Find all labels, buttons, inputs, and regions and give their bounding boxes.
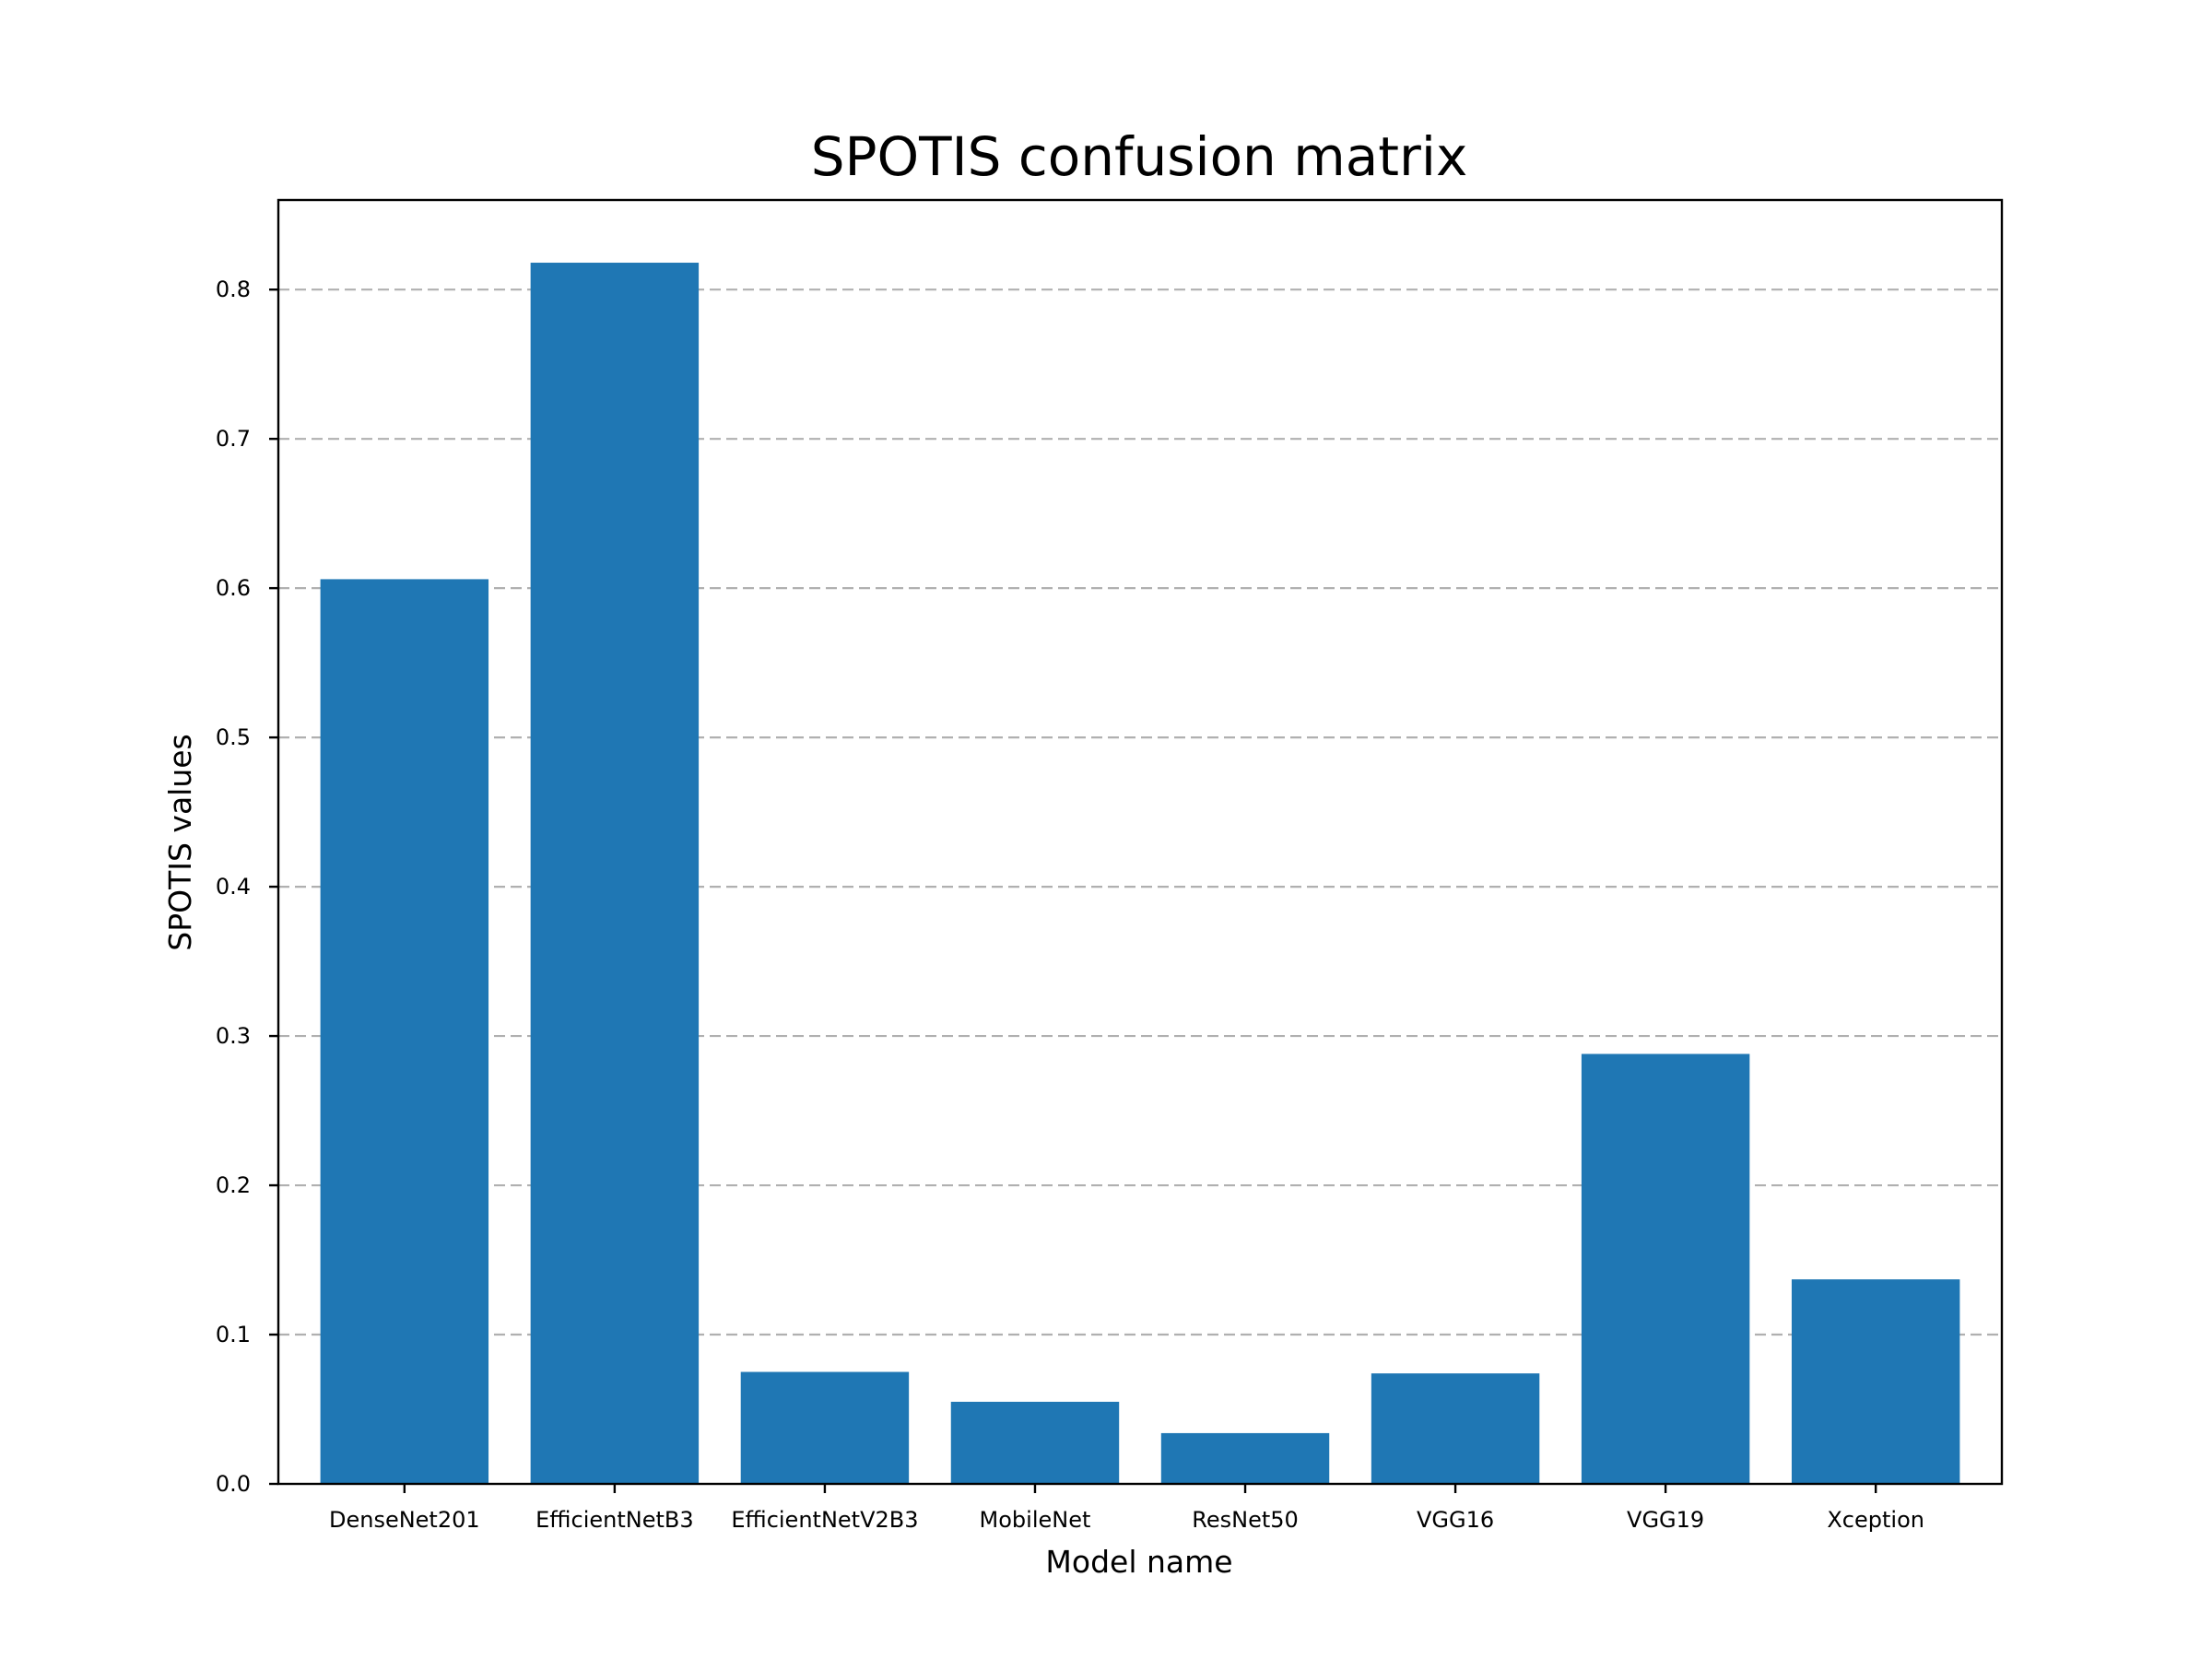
bar: [1791, 1279, 1960, 1484]
bar: [740, 1371, 910, 1484]
y-tick-label: 0.8: [216, 276, 251, 302]
plot-frame: [276, 198, 2004, 1486]
bars: [320, 263, 1960, 1484]
chart-title: SPOTIS confusion matrix: [811, 125, 1468, 188]
x-tick-label: MobileNet: [980, 1507, 1091, 1533]
bar: [950, 1401, 1120, 1484]
x-tick-label: EfficientNetV2B3: [731, 1507, 918, 1533]
y-axis-ticks: 0.0 0.1 0.2 0.3 0.4 0.5 0.6 0.7 0.8: [216, 276, 278, 1497]
x-tick-label: Xception: [1827, 1507, 1924, 1533]
bar: [320, 579, 489, 1484]
x-tick-label: ResNet50: [1192, 1507, 1299, 1533]
x-tick-label: VGG16: [1417, 1507, 1494, 1533]
y-tick-label: 0.6: [216, 575, 251, 601]
x-tick-label: EfficientNetB3: [535, 1507, 693, 1533]
bar: [530, 263, 700, 1484]
bar: [1581, 1053, 1750, 1484]
bar: [1160, 1432, 1330, 1484]
x-axis-label: Model name: [1045, 1544, 1232, 1580]
y-tick-label: 0.3: [216, 1023, 251, 1049]
x-tick-label: VGG19: [1627, 1507, 1704, 1533]
y-tick-label: 0.7: [216, 426, 251, 452]
x-axis-ticks: DenseNet201 EfficientNetB3 EfficientNetV2B…: [329, 1484, 1924, 1533]
y-tick-label: 0.1: [216, 1322, 251, 1347]
bar: [1371, 1373, 1540, 1484]
y-axis-label: SPOTIS values: [162, 734, 198, 950]
y-tick-label: 0.2: [216, 1172, 251, 1198]
y-tick-label: 0.4: [216, 874, 251, 900]
y-tick-label: 0.5: [216, 724, 251, 750]
y-tick-label: 0.0: [216, 1471, 251, 1497]
x-tick-label: DenseNet201: [329, 1507, 480, 1533]
